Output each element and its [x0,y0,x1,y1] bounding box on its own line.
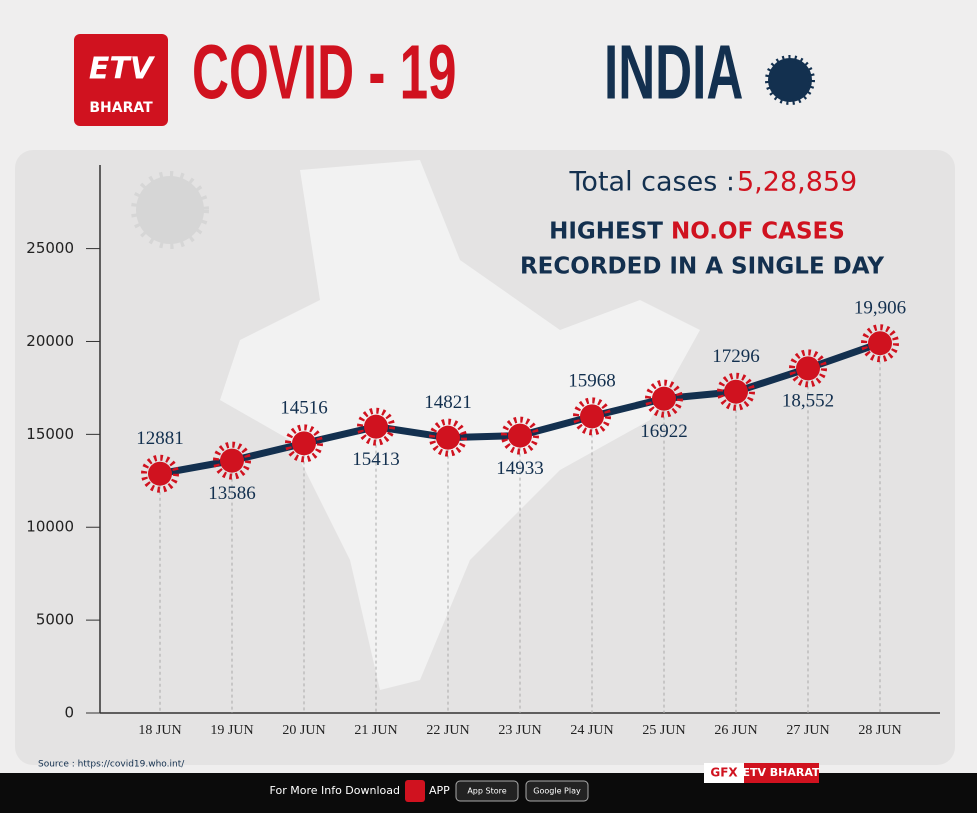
x-tick-label: 23 JUN [498,723,541,738]
virus-marker [789,349,827,388]
logo-bottom: BHARAT [89,100,153,116]
footer-app: APP [429,784,450,797]
marker-spikes [141,454,179,493]
x-tick-label: 19 JUN [210,723,253,738]
gfx-box [704,763,744,783]
value-label: 18,552 [782,391,834,412]
app-store-text: App Store [467,787,506,796]
source: Source : https://covid19.who.int/ [38,760,185,770]
value-label: 14821 [424,392,472,413]
marker-spikes [357,407,395,446]
y-tick-label: 25000 [26,239,74,257]
marker-body [724,379,748,404]
footer-info: For More Info Download [270,784,400,797]
subtitle: NO.OF CASES [671,219,845,245]
subtitle: HIGHEST [549,219,663,245]
value-label: 14933 [496,458,544,479]
virus-marker [573,397,611,436]
virus-marker [717,372,755,411]
marker-spikes [501,416,539,455]
virus-marker [861,324,899,363]
marker-body [220,448,244,473]
marker-body [292,431,316,456]
google-play-badge[interactable] [525,780,589,802]
marker-spikes [717,372,755,411]
value-label: 15413 [352,449,400,470]
virus-icon [765,55,815,105]
y-tick-label: 10000 [26,518,74,536]
virus-marker [213,441,251,480]
virus-marker [141,454,179,493]
marker-spikes [429,418,467,457]
y-tick-label: 0 [64,704,74,722]
virus-marker [429,418,467,457]
virus-marker [285,424,323,463]
subtitle: RECORDED IN A SINGLE DAY [520,254,884,280]
y-tick-label: 15000 [26,425,74,443]
marker-body [652,386,676,411]
gfx: GFX [710,766,738,780]
logo-top: ETV [89,52,156,87]
value-label: 14516 [280,398,328,419]
value-label: 19,906 [854,298,906,319]
marker-spikes [789,349,827,388]
title-blue: INDIA [604,29,743,115]
marker-spikes [213,441,251,480]
x-tick-label: 25 JUN [642,723,685,738]
x-tick-label: 27 JUN [786,723,829,738]
x-tick-label: 24 JUN [570,723,613,738]
value-label: 17296 [712,346,760,367]
virus-marker [357,407,395,446]
marker-spikes [285,424,323,463]
marker-body [508,423,532,448]
marker-body [796,356,820,381]
marker-body [148,461,172,486]
x-tick-label: 20 JUN [282,723,325,738]
brand: ETV BHARAT [742,766,820,779]
y-tick-label: 5000 [36,611,74,629]
logo-box [74,34,168,126]
virus-marker [645,379,683,418]
app-store-badge[interactable] [455,780,519,802]
x-tick-label: 28 JUN [858,723,901,738]
marker-body [580,404,604,429]
total-value: 5,28,859 [737,167,857,198]
x-tick-label: 26 JUN [714,723,757,738]
value-label: 15968 [568,371,616,392]
marker-body [436,425,460,450]
marker-body [868,331,892,356]
x-tick-label: 18 JUN [138,723,181,738]
google-play-text: Google Play [533,787,581,796]
footer-logo [405,780,425,802]
bg-virus [131,171,209,249]
marker-spikes [645,379,683,418]
value-label: 13586 [208,483,256,504]
virus-marker [501,416,539,455]
value-label: 12881 [136,428,184,449]
map-silhouette [220,160,700,690]
title-red: COVID - 19 [192,29,457,115]
value-label: 16922 [640,421,688,442]
total-label: Total cases : [569,167,735,198]
x-tick-label: 22 JUN [426,723,469,738]
marker-spikes [573,397,611,436]
y-tick-label: 20000 [26,332,74,350]
marker-body [364,414,388,439]
brand-box [744,763,819,783]
marker-spikes [861,324,899,363]
x-tick-label: 21 JUN [354,723,397,738]
